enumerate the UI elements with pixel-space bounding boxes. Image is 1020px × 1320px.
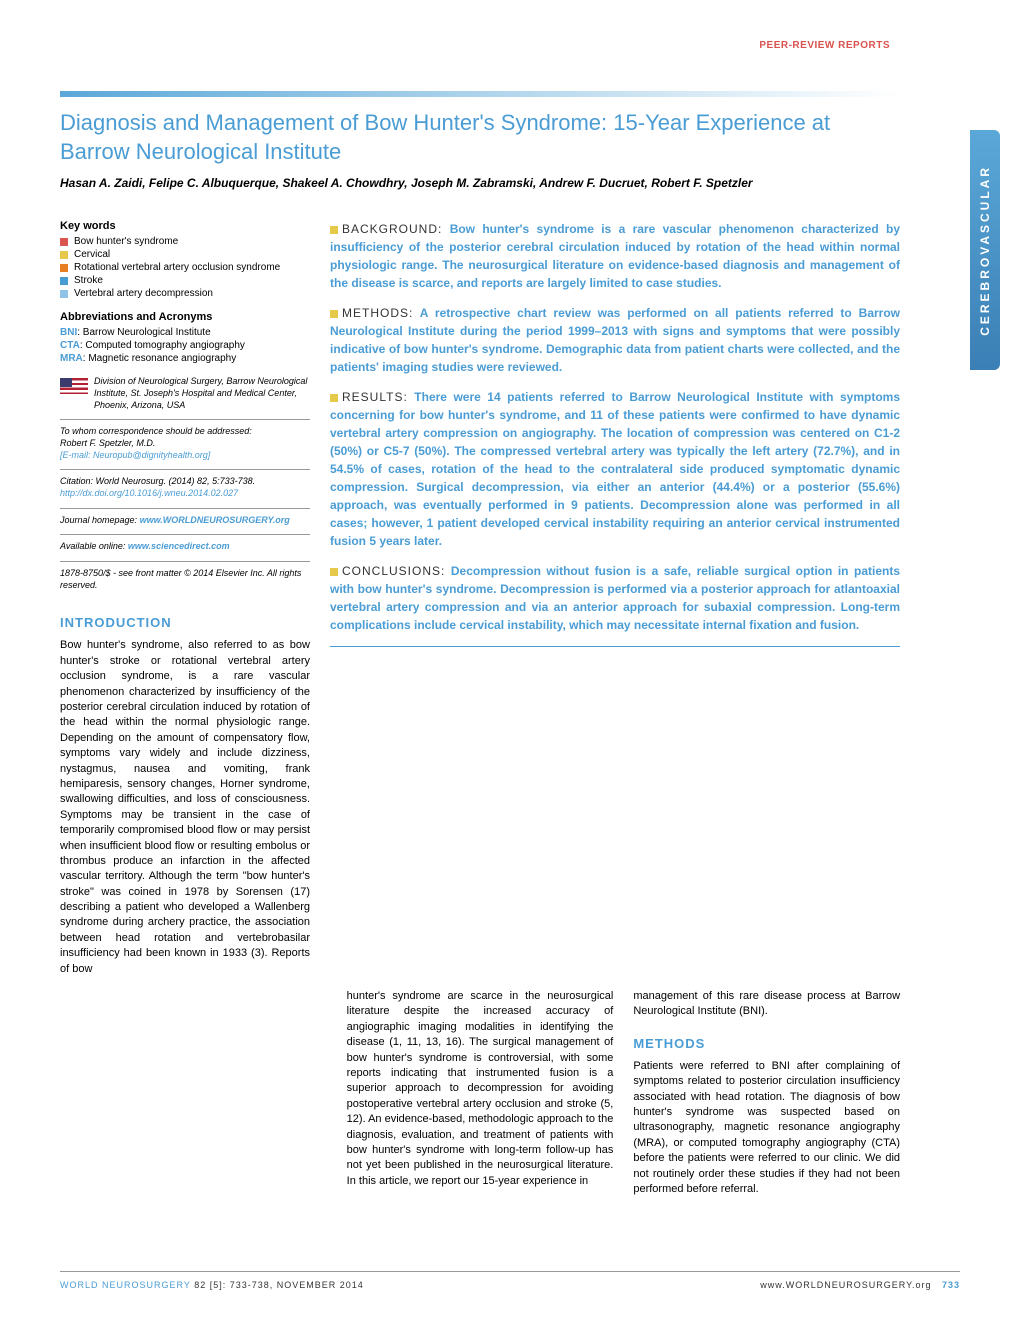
conclusions-label: CONCLUSIONS:	[342, 564, 445, 578]
citation-text: Citation: World Neurosurg. (2014) 82, 5:…	[60, 476, 310, 488]
journal-hp-label: Journal homepage:	[60, 515, 140, 525]
affiliation-block: Division of Neurological Surgery, Barrow…	[60, 376, 310, 411]
available-block: Available online: www.sciencedirect.com	[60, 534, 310, 553]
abbrev-header: Abbreviations and Acronyms	[60, 311, 310, 323]
abbrev-key: CTA	[60, 340, 80, 351]
avail-link[interactable]: www.sciencedirect.com	[128, 541, 230, 551]
abstract-background: BACKGROUND: Bow hunter's syndrome is a r…	[330, 220, 900, 292]
intro-header: INTRODUCTION	[60, 615, 310, 630]
bullet-icon	[60, 264, 68, 272]
side-tab-text: CEREBROVASCULAR	[978, 165, 992, 336]
doi-link[interactable]: http://dx.doi.org/10.1016/j.wneu.2014.02…	[60, 488, 310, 500]
authors: Hasan A. Zaidi, Felipe C. Albuquerque, S…	[60, 176, 900, 190]
left-column: Key words Bow hunter's syndrome Cervical R…	[60, 220, 310, 977]
abstract-results: RESULTS: There were 14 patients referred…	[330, 388, 900, 550]
keyword-item: Vertebral artery decompression	[60, 288, 310, 299]
bullet-icon	[330, 310, 338, 318]
abbrev-item: BNI: Barrow Neurological Institute	[60, 327, 310, 338]
affiliation-text: Division of Neurological Surgery, Barrow…	[94, 376, 310, 411]
abstract-methods: METHODS: A retrospective chart review wa…	[330, 304, 900, 376]
journal-hp-link[interactable]: www.WORLDNEUROSURGERY.org	[140, 515, 290, 525]
footer-issue: 82 [5]: 733-738, NOVEMBER 2014	[191, 1280, 364, 1290]
keyword-text: Bow hunter's syndrome	[74, 236, 178, 247]
footer-url[interactable]: www.WORLDNEUROSURGERY.org	[760, 1280, 931, 1290]
body-col2-text: hunter's syndrome are scarce in the neur…	[347, 989, 614, 1189]
page-number: 733	[942, 1280, 960, 1290]
abbrev-val: : Barrow Neurological Institute	[77, 327, 210, 338]
correspondence-block: To whom correspondence should be address…	[60, 419, 310, 461]
keyword-text: Cervical	[74, 249, 110, 260]
bullet-icon	[330, 226, 338, 234]
keyword-text: Vertebral artery decompression	[74, 288, 213, 299]
avail-label: Available online:	[60, 541, 128, 551]
keyword-item: Bow hunter's syndrome	[60, 236, 310, 247]
body-col-1	[60, 989, 327, 1197]
bullet-icon	[60, 251, 68, 259]
header-label: PEER-REVIEW REPORTS	[60, 40, 890, 51]
keyword-text: Rotational vertebral artery occlusion sy…	[74, 262, 280, 273]
footer: WORLD NEUROSURGERY 82 [5]: 733-738, NOVE…	[60, 1271, 960, 1290]
keyword-item: Stroke	[60, 275, 310, 286]
us-flag-icon	[60, 378, 88, 394]
methods-text: A retrospective chart review was perform…	[330, 306, 900, 374]
side-tab: CEREBROVASCULAR	[970, 130, 1000, 370]
right-column: BACKGROUND: Bow hunter's syndrome is a r…	[330, 220, 900, 977]
article-title: Diagnosis and Management of Bow Hunter's…	[60, 109, 900, 166]
bullet-icon	[60, 277, 68, 285]
abbrev-item: MRA: Magnetic resonance angiography	[60, 353, 310, 364]
keyword-item: Cervical	[60, 249, 310, 260]
copyright-block: 1878-8750/$ - see front matter © 2014 El…	[60, 561, 310, 591]
divider	[330, 646, 900, 647]
body-col3-top: management of this rare disease process …	[633, 989, 900, 1020]
body-col-3: management of this rare disease process …	[633, 989, 900, 1197]
intro-text: Bow hunter's syndrome, also referred to …	[60, 638, 310, 977]
keyword-item: Rotational vertebral artery occlusion sy…	[60, 262, 310, 273]
title-bar	[60, 91, 900, 97]
corr-label: To whom correspondence should be address…	[60, 426, 310, 438]
corr-name: Robert F. Spetzler, M.D.	[60, 438, 310, 450]
abbrev-item: CTA: Computed tomography angiography	[60, 340, 310, 351]
results-label: RESULTS:	[342, 390, 408, 404]
abbrev-key: MRA	[60, 353, 83, 364]
bullet-icon	[60, 238, 68, 246]
keywords-header: Key words	[60, 220, 310, 232]
methods-body-text: Patients were referred to BNI after comp…	[633, 1059, 900, 1198]
footer-right: www.WORLDNEUROSURGERY.org 733	[760, 1280, 960, 1290]
corr-email[interactable]: [E-mail: Neuropub@dignityhealth.org]	[60, 450, 310, 462]
footer-journal: WORLD NEUROSURGERY	[60, 1280, 191, 1290]
results-text: There were 14 patients referred to Barro…	[330, 390, 900, 548]
abbrev-key: BNI	[60, 327, 77, 338]
abstract-conclusions: CONCLUSIONS: Decompression without fusio…	[330, 562, 900, 634]
abbrev-block: Abbreviations and Acronyms BNI: Barrow N…	[60, 311, 310, 364]
main-area: Key words Bow hunter's syndrome Cervical R…	[60, 220, 900, 977]
abstract: BACKGROUND: Bow hunter's syndrome is a r…	[330, 220, 900, 634]
journal-hp-block: Journal homepage: www.WORLDNEUROSURGERY.…	[60, 508, 310, 527]
body-col-2: hunter's syndrome are scarce in the neur…	[347, 989, 614, 1197]
body-columns: hunter's syndrome are scarce in the neur…	[60, 989, 900, 1197]
methods-header: METHODS	[633, 1036, 900, 1051]
citation-block: Citation: World Neurosurg. (2014) 82, 5:…	[60, 469, 310, 499]
background-label: BACKGROUND:	[342, 222, 442, 236]
bullet-icon	[330, 568, 338, 576]
keyword-text: Stroke	[74, 275, 103, 286]
footer-left: WORLD NEUROSURGERY 82 [5]: 733-738, NOVE…	[60, 1280, 364, 1290]
abbrev-val: : Magnetic resonance angiography	[83, 353, 236, 364]
abbrev-val: : Computed tomography angiography	[80, 340, 245, 351]
methods-label: METHODS:	[342, 306, 413, 320]
bullet-icon	[60, 290, 68, 298]
bullet-icon	[330, 394, 338, 402]
